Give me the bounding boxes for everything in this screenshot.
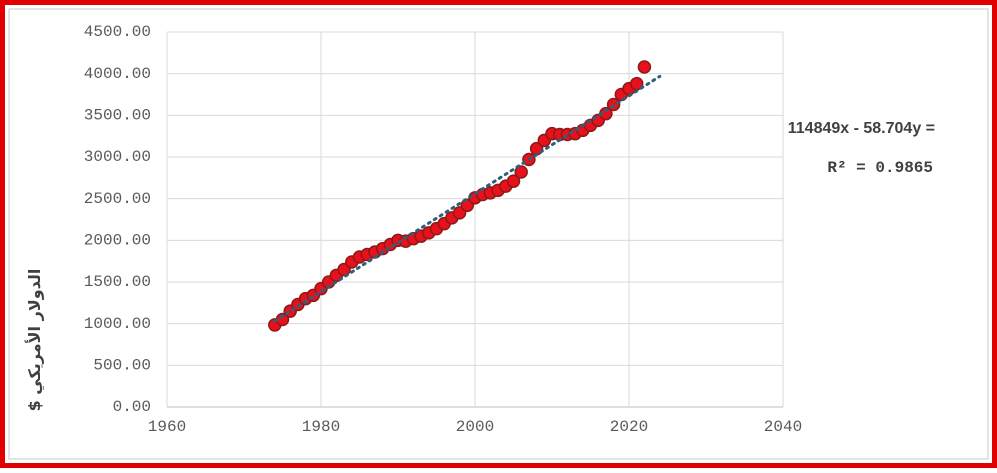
trend-equation: 114849x - 58.704y =: [788, 120, 935, 137]
data-point: [506, 174, 521, 188]
x-tick-label: 2020: [610, 418, 648, 436]
x-tick-label: 2040: [764, 418, 802, 436]
y-tick-label: 1000.00: [84, 315, 151, 333]
y-tick-label: 3000.00: [84, 148, 151, 166]
x-tick-label: 1980: [302, 418, 340, 436]
y-tick-label: 4000.00: [84, 65, 151, 83]
y-tick-label: 0.00: [113, 398, 151, 416]
y-tick-label: 4500.00: [84, 23, 151, 41]
y-tick-label: 2000.00: [84, 232, 151, 250]
y-tick-label: 3500.00: [84, 107, 151, 125]
chart-frame: [8, 8, 989, 460]
trendline: [273, 74, 662, 323]
y-tick-label: 1500.00: [84, 273, 151, 291]
x-tick-label: 1960: [148, 418, 186, 436]
y-tick-label: 2500.00: [84, 190, 151, 208]
x-tick-label: 2000: [456, 418, 494, 436]
y-tick-label: 500.00: [93, 357, 151, 375]
y-axis-label: الدولار الأمريكي $: [25, 269, 45, 412]
data-point: [514, 165, 528, 179]
data-point: [637, 60, 652, 74]
r-squared: R² = 0.9865: [827, 159, 933, 177]
